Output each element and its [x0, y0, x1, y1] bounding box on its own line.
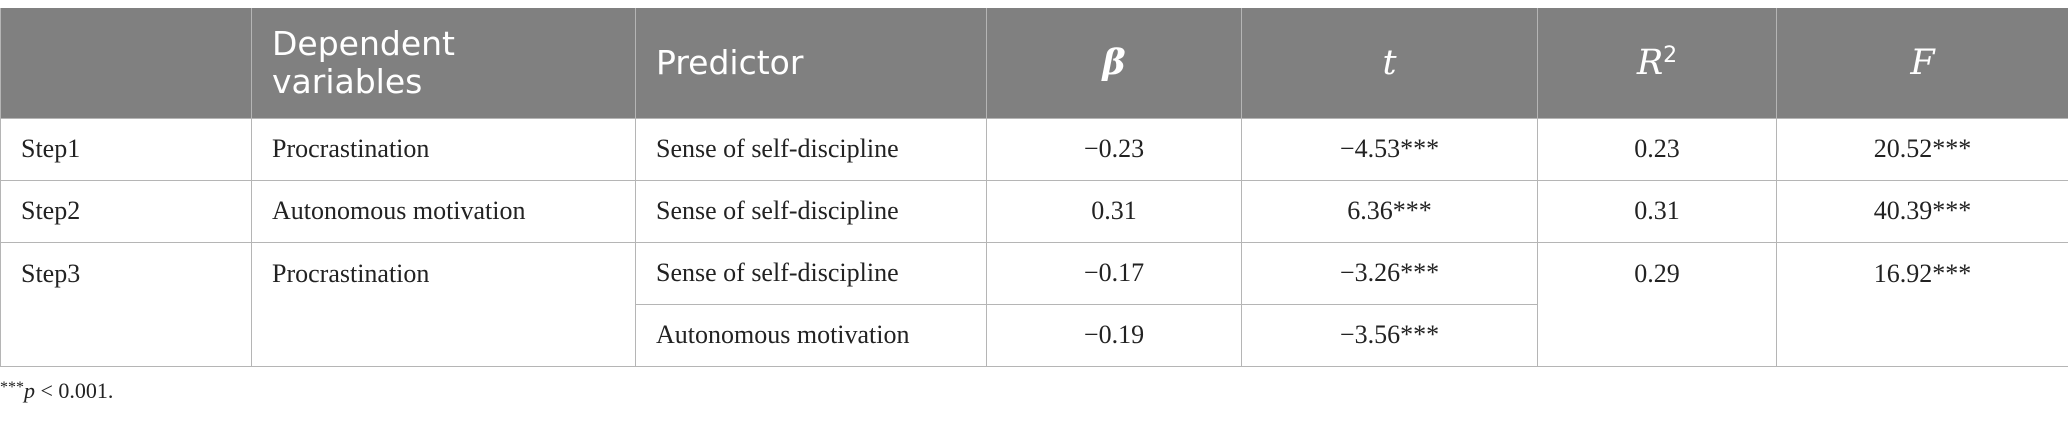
- cell-r2: 0.23: [1537, 117, 1777, 181]
- cell-predictor: Sense of self-discipline: [635, 179, 987, 243]
- r-squared-exponent: 2: [1663, 42, 1678, 68]
- cell-dependent: Procrastination: [251, 117, 636, 181]
- table-row: Autonomous motivation −0.19 −3.56***: [1, 303, 2068, 367]
- beta-symbol: β: [1102, 41, 1126, 83]
- header-row: Dependent variables Predictor β t R2 F: [0, 8, 2068, 119]
- header-predictor: Predictor: [635, 8, 987, 119]
- f-symbol: F: [1910, 42, 1935, 83]
- header-beta: β: [986, 8, 1242, 119]
- cell-predictor: Sense of self-discipline: [635, 117, 987, 181]
- cell-predictor: Sense of self-discipline: [635, 241, 987, 305]
- header-step: [0, 8, 252, 119]
- regression-table-container: Dependent variables Predictor β t R2 F S…: [0, 8, 2068, 367]
- cell-dependent: Autonomous motivation: [251, 179, 636, 243]
- table-header: Dependent variables Predictor β t R2 F: [0, 8, 2068, 119]
- cell-beta: −0.23: [986, 117, 1242, 181]
- header-t: t: [1241, 8, 1538, 119]
- footnote-text: < 0.001.: [35, 378, 114, 403]
- cell-step: Step3: [0, 241, 252, 367]
- cell-beta: −0.19: [986, 303, 1242, 367]
- cell-f: 16.92***: [1776, 241, 2068, 367]
- cell-r2: 0.29: [1537, 241, 1777, 367]
- table-row: Step3 Procrastination Sense of self-disc…: [0, 241, 2068, 367]
- header-r-squared: R2: [1537, 8, 1777, 119]
- cell-dependent: Procrastination: [251, 241, 636, 367]
- cell-t: 6.36***: [1241, 179, 1538, 243]
- cell-f: 40.39***: [1776, 179, 2068, 243]
- cell-beta: −0.17: [986, 241, 1242, 305]
- cell-step: Step1: [0, 117, 252, 181]
- table-body: Step1 Procrastination Sense of self-disc…: [0, 117, 2068, 367]
- footnote-p: p: [24, 378, 35, 403]
- r-symbol: R: [1636, 42, 1664, 83]
- cell-beta: 0.31: [986, 179, 1242, 243]
- cell-r2: 0.31: [1537, 179, 1777, 243]
- cell-predictor: Autonomous motivation: [635, 303, 987, 367]
- cell-step: Step2: [0, 179, 252, 243]
- cell-f: 20.52***: [1776, 117, 2068, 181]
- table-footnote: ***p < 0.001.: [0, 378, 113, 404]
- cell-t: −4.53***: [1241, 117, 1538, 181]
- regression-table: Dependent variables Predictor β t R2 F S…: [0, 8, 2068, 367]
- header-f: F: [1776, 8, 2068, 119]
- cell-t: −3.56***: [1241, 303, 1538, 367]
- cell-t: −3.26***: [1241, 241, 1538, 305]
- t-symbol: t: [1382, 42, 1397, 83]
- table-row: Step1 Procrastination Sense of self-disc…: [0, 117, 2068, 181]
- table-row: Step2 Autonomous motivation Sense of sel…: [0, 179, 2068, 243]
- header-dependent-variables: Dependent variables: [251, 8, 636, 119]
- footnote-stars: ***: [0, 379, 24, 396]
